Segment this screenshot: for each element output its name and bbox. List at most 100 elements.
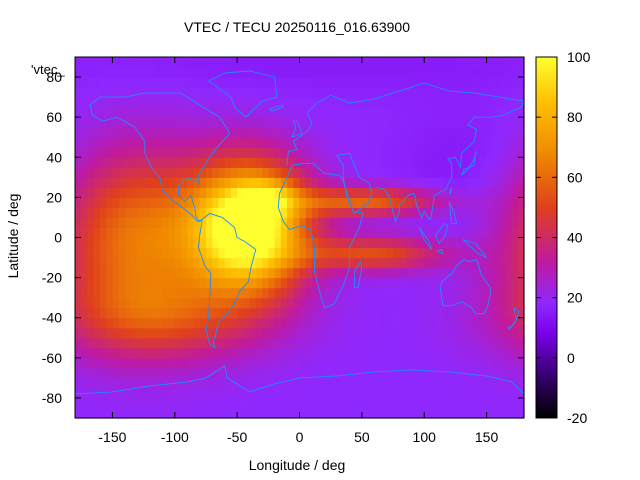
heatmap-cell <box>255 137 263 148</box>
heatmap-cell <box>274 127 282 138</box>
heatmap-cell <box>193 407 201 419</box>
heatmap-cell <box>280 367 288 379</box>
heatmap-cell <box>511 117 519 128</box>
heatmap-cell <box>187 227 195 239</box>
heatmap-cell <box>393 257 400 269</box>
heatmap-cell <box>199 77 207 88</box>
heatmap-cell <box>305 327 313 339</box>
heatmap-cell <box>486 87 494 98</box>
heatmap-cell <box>149 267 157 279</box>
heatmap-cell <box>156 317 163 329</box>
heatmap-cell <box>137 227 145 239</box>
heatmap-cell <box>355 257 363 269</box>
heatmap-cell <box>156 137 163 148</box>
heatmap-cell <box>368 347 375 359</box>
heatmap-cell <box>424 367 432 379</box>
heatmap-cell <box>386 247 394 259</box>
heatmap-cell <box>112 357 120 369</box>
heatmap-cell <box>480 87 488 98</box>
heatmap-cell <box>355 247 363 259</box>
heatmap-cell <box>499 237 506 249</box>
heatmap-cell <box>455 337 463 349</box>
heatmap-cell <box>243 107 251 118</box>
heatmap-cell <box>430 267 438 279</box>
heatmap-cell <box>492 337 500 349</box>
heatmap-cell <box>393 107 400 118</box>
heatmap-cell <box>268 127 276 138</box>
heatmap-cell <box>399 57 407 68</box>
heatmap-cell <box>461 207 469 219</box>
heatmap-cell <box>280 237 288 249</box>
heatmap-cell <box>368 367 375 379</box>
heatmap-cell <box>499 287 506 299</box>
heatmap-cell <box>230 77 238 88</box>
heatmap-cell <box>230 287 238 299</box>
heatmap-cell <box>511 107 519 118</box>
heatmap-cell <box>156 307 163 319</box>
heatmap-cell <box>305 317 313 329</box>
heatmap-cell <box>224 177 232 188</box>
heatmap-cell <box>205 327 213 339</box>
heatmap-cell <box>368 137 375 148</box>
heatmap-cell <box>361 207 369 219</box>
heatmap-cell <box>511 327 519 339</box>
heatmap-cell <box>124 217 132 229</box>
heatmap-cell <box>93 267 101 279</box>
heatmap-cell <box>361 407 369 419</box>
heatmap-cell <box>199 217 207 229</box>
heatmap-cell <box>124 207 132 219</box>
heatmap-cell <box>87 307 95 319</box>
heatmap-cell <box>255 307 263 319</box>
heatmap-cell <box>474 77 481 88</box>
heatmap-cell <box>486 337 494 349</box>
heatmap-cell <box>430 77 438 88</box>
heatmap-cell <box>149 117 157 128</box>
heatmap-cell <box>486 397 494 409</box>
heatmap-cell <box>112 277 120 289</box>
heatmap-cell <box>131 67 138 78</box>
heatmap-cell <box>293 397 301 409</box>
heatmap-cell <box>174 127 182 138</box>
heatmap-cell <box>417 127 425 138</box>
heatmap-cell <box>299 377 307 389</box>
heatmap-cell <box>199 97 207 108</box>
heatmap-cell <box>230 327 238 339</box>
heatmap-cell <box>386 287 394 299</box>
heatmap-cell <box>212 117 220 128</box>
heatmap-cell <box>305 297 313 309</box>
heatmap-cell <box>174 227 182 239</box>
heatmap-cell <box>455 67 463 78</box>
heatmap-cell <box>393 317 400 329</box>
heatmap-cell <box>336 147 344 158</box>
heatmap-cell <box>411 317 419 329</box>
heatmap-cell <box>274 57 282 68</box>
heatmap-cell <box>199 327 207 339</box>
heatmap-cells <box>75 57 525 419</box>
heatmap-cell <box>106 127 114 138</box>
heatmap-cell <box>361 67 369 78</box>
heatmap-cell <box>380 287 388 299</box>
heatmap-cell <box>474 337 481 349</box>
heatmap-cell <box>205 177 213 188</box>
heatmap-cell <box>355 117 363 128</box>
heatmap-cell <box>87 217 95 229</box>
heatmap-cell <box>449 167 457 178</box>
heatmap-cell <box>474 107 481 118</box>
heatmap-cell <box>393 237 400 249</box>
heatmap-cell <box>517 227 525 239</box>
heatmap-cell <box>212 377 220 389</box>
heatmap-cell <box>199 197 207 209</box>
heatmap-cell <box>336 407 344 419</box>
heatmap-cell <box>449 287 457 299</box>
heatmap-cell <box>324 327 332 339</box>
heatmap-cell <box>499 167 506 178</box>
heatmap-cell <box>368 297 375 309</box>
heatmap-cell <box>143 267 151 279</box>
heatmap-cell <box>87 57 95 68</box>
heatmap-cell <box>75 367 82 379</box>
heatmap-cell <box>474 277 481 289</box>
heatmap-cell <box>274 387 282 399</box>
heatmap-cell <box>349 147 357 158</box>
heatmap-cell <box>118 317 126 329</box>
heatmap-cell <box>124 357 132 369</box>
